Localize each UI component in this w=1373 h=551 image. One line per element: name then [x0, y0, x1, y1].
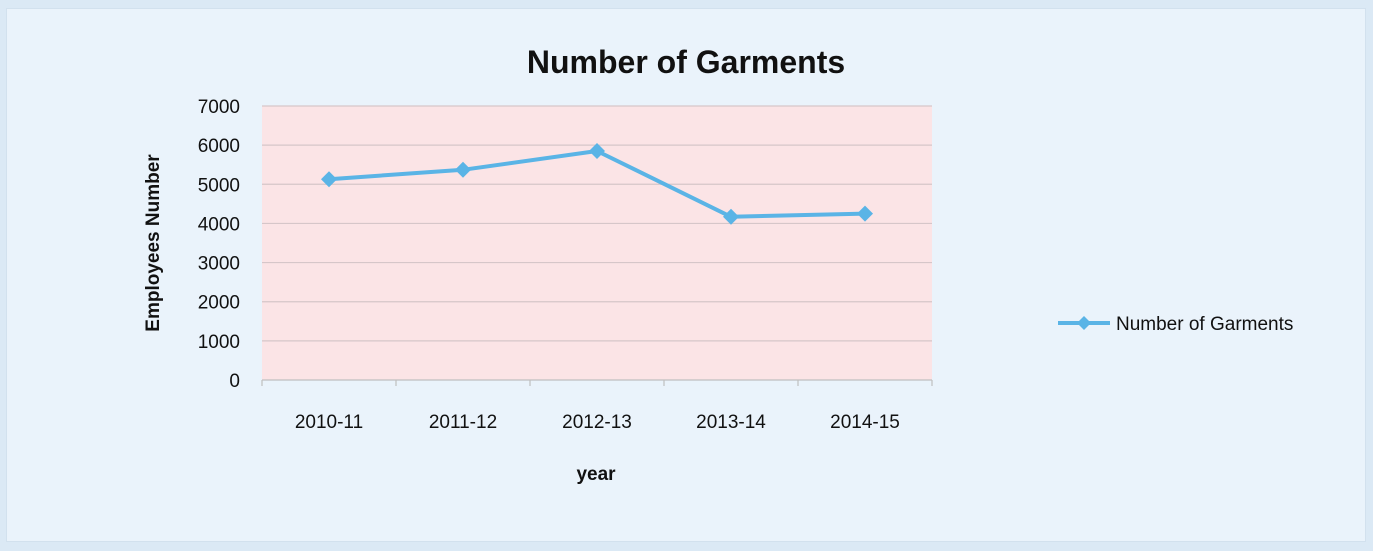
- data-point: [589, 143, 605, 160]
- x-tick-labels: 2010-11 2011-12 2012-13 2013-14 2014-15: [295, 412, 900, 433]
- x-tick-label: 2011-12: [429, 412, 497, 433]
- x-tick-label: 2013-14: [696, 412, 766, 433]
- x-tick-label: 2014-15: [830, 412, 900, 433]
- y-tick-label: 7000: [198, 97, 240, 118]
- y-axis-title: Employees Number: [143, 154, 164, 332]
- data-point: [857, 205, 873, 222]
- data-point: [723, 208, 739, 225]
- axes: [261, 379, 933, 386]
- chart-title: Number of Garments: [527, 44, 845, 80]
- y-tick-labels: 0 1000 2000 3000 4000 5000 6000 7000: [198, 97, 240, 392]
- y-tick-label: 3000: [198, 254, 240, 275]
- x-tick-label: 2010-11: [295, 412, 363, 433]
- legend-label: Number of Garments: [1116, 314, 1293, 335]
- legend-marker: [1077, 316, 1091, 330]
- data-point: [455, 161, 471, 178]
- y-tick-label: 1000: [198, 332, 240, 353]
- series-layer: [321, 143, 873, 225]
- y-tick-label: 4000: [198, 214, 240, 235]
- x-axis-title: year: [576, 464, 616, 485]
- y-tick-label: 0: [229, 371, 240, 392]
- x-tick-label: 2012-13: [562, 412, 632, 433]
- y-tick-label: 2000: [198, 293, 240, 314]
- data-point: [321, 171, 337, 188]
- y-tick-label: 6000: [198, 136, 240, 157]
- y-tick-label: 5000: [198, 175, 240, 196]
- legend: Number of Garments: [1058, 314, 1293, 335]
